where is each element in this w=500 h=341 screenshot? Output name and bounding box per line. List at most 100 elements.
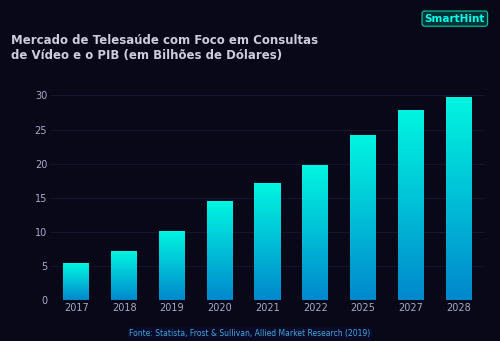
- Bar: [302, 199, 328, 200]
- Bar: [302, 203, 328, 204]
- Bar: [446, 237, 472, 239]
- Bar: [446, 229, 472, 231]
- Bar: [446, 276, 472, 278]
- Bar: [302, 256, 328, 257]
- Bar: [350, 179, 376, 180]
- Bar: [206, 216, 233, 217]
- Bar: [398, 153, 424, 155]
- Bar: [446, 163, 472, 165]
- Bar: [254, 235, 280, 236]
- Bar: [302, 263, 328, 264]
- Bar: [206, 205, 233, 206]
- Bar: [350, 211, 376, 212]
- Bar: [350, 282, 376, 284]
- Bar: [398, 161, 424, 163]
- Bar: [302, 237, 328, 238]
- Bar: [446, 249, 472, 251]
- Bar: [302, 245, 328, 246]
- Bar: [398, 235, 424, 237]
- Bar: [350, 240, 376, 241]
- Bar: [398, 180, 424, 181]
- Bar: [206, 280, 233, 281]
- Bar: [446, 205, 472, 207]
- Bar: [254, 269, 280, 270]
- Bar: [206, 276, 233, 277]
- Bar: [398, 227, 424, 229]
- Bar: [159, 244, 185, 245]
- Bar: [398, 275, 424, 276]
- Bar: [302, 274, 328, 275]
- Bar: [254, 298, 280, 299]
- Bar: [254, 247, 280, 248]
- Bar: [398, 295, 424, 297]
- Bar: [446, 193, 472, 195]
- Bar: [350, 151, 376, 153]
- Bar: [350, 222, 376, 223]
- Bar: [302, 202, 328, 203]
- Bar: [254, 239, 280, 240]
- Bar: [398, 251, 424, 253]
- Bar: [302, 243, 328, 244]
- Bar: [398, 110, 424, 112]
- Bar: [446, 121, 472, 122]
- Bar: [111, 297, 137, 298]
- Bar: [206, 274, 233, 275]
- Bar: [254, 278, 280, 279]
- Bar: [302, 168, 328, 169]
- Bar: [111, 287, 137, 288]
- Bar: [206, 271, 233, 272]
- Bar: [302, 182, 328, 183]
- Bar: [206, 215, 233, 216]
- Bar: [350, 259, 376, 260]
- Bar: [206, 294, 233, 295]
- Bar: [302, 175, 328, 176]
- Bar: [206, 208, 233, 209]
- Bar: [111, 268, 137, 269]
- Bar: [446, 136, 472, 137]
- Bar: [350, 249, 376, 251]
- Bar: [206, 203, 233, 204]
- Bar: [206, 240, 233, 241]
- Bar: [111, 271, 137, 272]
- Bar: [254, 228, 280, 229]
- Bar: [446, 178, 472, 180]
- Bar: [350, 213, 376, 215]
- Bar: [446, 241, 472, 242]
- Bar: [254, 191, 280, 192]
- Bar: [159, 262, 185, 263]
- Bar: [302, 176, 328, 177]
- Bar: [206, 249, 233, 250]
- Bar: [111, 284, 137, 285]
- Bar: [206, 242, 233, 243]
- Bar: [254, 295, 280, 296]
- Bar: [206, 228, 233, 229]
- Bar: [398, 125, 424, 126]
- Bar: [206, 298, 233, 299]
- Bar: [446, 143, 472, 144]
- Bar: [254, 265, 280, 266]
- Bar: [398, 174, 424, 175]
- Bar: [302, 181, 328, 182]
- Bar: [398, 188, 424, 190]
- Bar: [254, 281, 280, 282]
- Bar: [398, 145, 424, 147]
- Bar: [159, 295, 185, 296]
- Bar: [398, 253, 424, 254]
- Bar: [398, 158, 424, 160]
- Bar: [159, 286, 185, 287]
- Bar: [254, 264, 280, 265]
- Bar: [254, 286, 280, 287]
- Bar: [206, 243, 233, 244]
- Bar: [159, 271, 185, 272]
- Bar: [206, 291, 233, 292]
- Bar: [254, 240, 280, 241]
- Bar: [159, 299, 185, 300]
- Bar: [206, 293, 233, 294]
- Bar: [398, 185, 424, 186]
- Bar: [206, 256, 233, 257]
- Bar: [111, 292, 137, 293]
- Bar: [254, 288, 280, 289]
- Bar: [398, 298, 424, 300]
- Bar: [350, 271, 376, 272]
- Bar: [302, 247, 328, 248]
